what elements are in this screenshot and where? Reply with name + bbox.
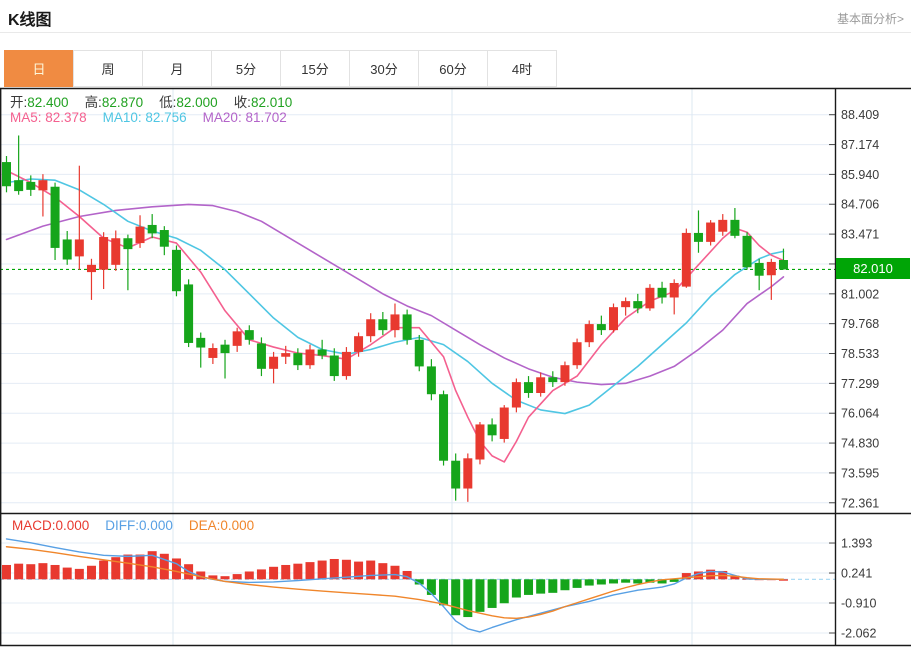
period-tab-5[interactable]: 30分: [349, 50, 419, 87]
high-value: 82.870: [101, 95, 144, 110]
low-label: 低:: [159, 95, 177, 110]
dea-value: 0.000: [220, 518, 255, 533]
axis-tick-label: 83.471: [841, 228, 879, 242]
ma-readout: MA5: 82.378 MA10: 82.756 MA20: 81.702: [10, 110, 303, 125]
fundamental-analysis-link[interactable]: 基本面分析>: [836, 12, 904, 26]
dea-label: DEA:: [188, 518, 221, 533]
axis-tick-label: 74.830: [841, 437, 879, 451]
axis-tick-label: 0.241: [841, 567, 872, 581]
axis-tick-label: 76.064: [841, 407, 879, 421]
period-tab-1[interactable]: 周: [73, 50, 143, 87]
macd-value: 0.000: [55, 518, 90, 533]
high-label: 高:: [84, 95, 102, 110]
axis-tick-label: 77.299: [841, 377, 879, 391]
ohlc-readout: 开:82.400 高:82.870 低:82.000 收:82.010: [10, 91, 308, 111]
period-tab-6[interactable]: 60分: [418, 50, 488, 87]
ma5-value: 82.378: [45, 110, 87, 125]
period-tab-2[interactable]: 月: [142, 50, 212, 87]
ma20-label: MA20:: [202, 110, 242, 125]
axis-tick-label: 88.409: [841, 108, 879, 122]
macd-readout: MACD:0.000 DIFF:0.000 DEA:0.000: [12, 518, 270, 533]
macd-label: MACD:: [12, 518, 56, 533]
axis-tick-label: 84.706: [841, 198, 879, 212]
axis-tick-label: 72.361: [841, 496, 879, 510]
open-label: 开:: [10, 95, 28, 110]
axis-tick-label: -0.910: [841, 596, 876, 610]
ma5-label: MA5:: [10, 110, 42, 125]
period-tab-3[interactable]: 5分: [211, 50, 281, 87]
open-value: 82.400: [27, 95, 69, 110]
close-value: 82.010: [250, 95, 293, 110]
axis-tick-label: 87.174: [841, 138, 879, 152]
close-label: 收:: [233, 95, 251, 110]
diff-label: DIFF:: [105, 518, 140, 533]
diff-value: 0.000: [139, 518, 173, 533]
current-price-badge: 82.010: [836, 258, 910, 279]
ma10-value: 82.756: [145, 110, 187, 125]
ma10-label: MA10:: [102, 110, 142, 125]
ma20-value: 81.702: [245, 110, 287, 125]
axis-tick-label: 81.002: [841, 287, 879, 301]
axis-tick-label: -2.062: [841, 626, 876, 640]
low-value: 82.000: [176, 95, 218, 110]
period-tab-4[interactable]: 15分: [280, 50, 350, 87]
period-tabbar: 日周月 5分 15分 30分 60分 4时: [4, 50, 557, 87]
axis-tick-label: 1.393: [841, 537, 872, 551]
axis-tick-label: 78.533: [841, 347, 879, 361]
header-divider: [0, 32, 911, 33]
axis-tick-label: 85.940: [841, 168, 879, 182]
period-tab-0[interactable]: 日: [4, 50, 74, 87]
page-title: K线图: [8, 12, 52, 29]
period-tab-7[interactable]: 4时: [487, 50, 557, 87]
axis-tick-label: 73.595: [841, 466, 879, 480]
axis-tick-label: 79.768: [841, 317, 879, 331]
